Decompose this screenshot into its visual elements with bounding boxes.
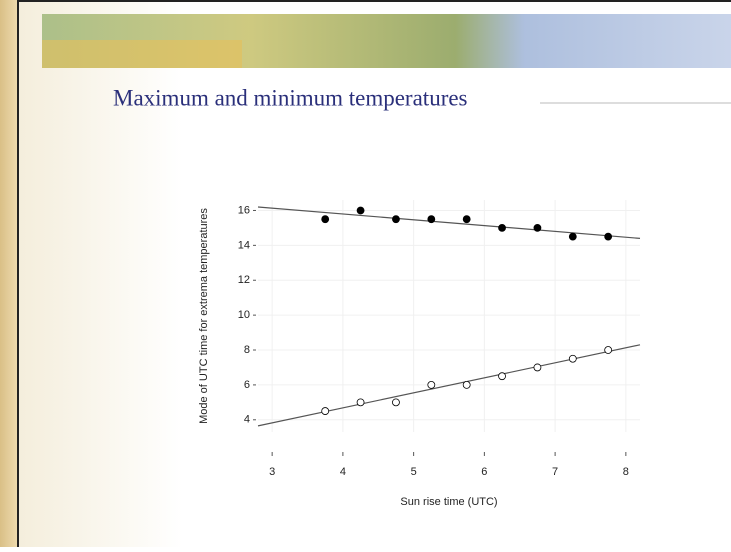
point xyxy=(321,407,330,415)
point xyxy=(533,363,542,372)
point xyxy=(568,354,577,363)
point xyxy=(533,224,542,232)
point xyxy=(356,398,365,407)
y-tick-label: 6 xyxy=(244,379,250,391)
y-tick-label: 10 xyxy=(238,309,250,321)
x-tick-label: 5 xyxy=(411,466,417,478)
point xyxy=(498,372,506,381)
y-tick-label: 12 xyxy=(238,274,250,286)
point xyxy=(462,381,471,389)
x-tick-label: 3 xyxy=(269,466,275,478)
point xyxy=(427,381,436,389)
point xyxy=(321,215,330,224)
slide-title: Maximum and minimum temperatures xyxy=(113,85,468,110)
x-axis-label: Sun rise time (UTC) xyxy=(400,496,497,508)
point xyxy=(427,215,436,224)
y-tick-label: 8 xyxy=(244,344,250,356)
point xyxy=(568,232,577,241)
x-tick-label: 8 xyxy=(623,466,629,478)
point xyxy=(462,215,471,224)
x-tick-label: 7 xyxy=(552,466,558,478)
y-tick-label: 16 xyxy=(238,204,250,216)
x-tick-label: 6 xyxy=(481,466,487,478)
y-axis-label: Mode of UTC time for extrema temperature… xyxy=(198,208,210,424)
point xyxy=(498,224,506,232)
point xyxy=(392,398,400,407)
x-tick-label: 4 xyxy=(340,466,346,478)
y-tick-label: 4 xyxy=(244,414,250,426)
side-strip xyxy=(0,0,18,547)
fit-line xyxy=(257,206,641,239)
y-tick-label: 14 xyxy=(238,239,250,251)
chart: 4 6 8 10 12 14 16 3 4 5 6 7 8 Sun rise time (UTC) Mode… xyxy=(198,200,641,508)
point xyxy=(356,206,365,215)
point xyxy=(392,215,400,224)
point xyxy=(604,346,613,354)
banner-piece xyxy=(42,40,242,68)
point xyxy=(604,232,613,241)
